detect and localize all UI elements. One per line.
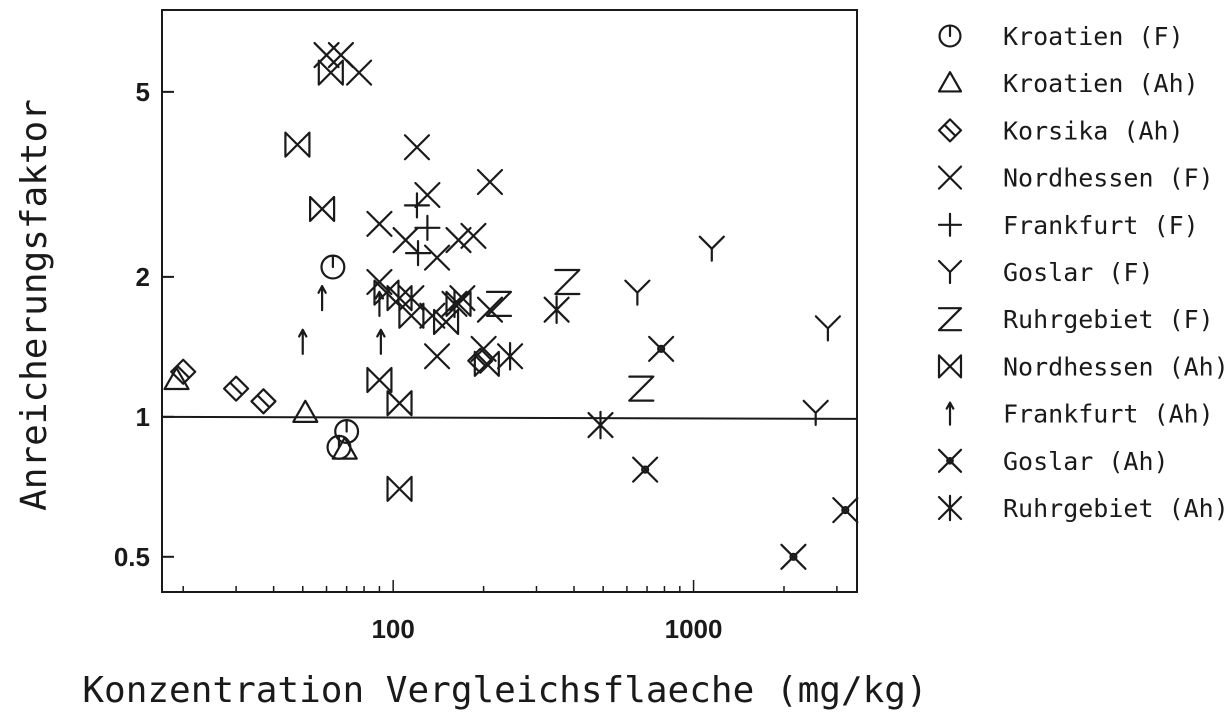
data-point (802, 399, 829, 426)
legend-marker (945, 401, 955, 426)
data-point (554, 268, 581, 296)
data-point (445, 290, 472, 317)
data-point (460, 222, 487, 250)
data-point (309, 195, 336, 223)
data-point (698, 235, 725, 262)
y-tick-label: 1 (136, 402, 150, 432)
data-point (386, 390, 413, 417)
data-point (832, 497, 859, 524)
data-point (320, 254, 346, 280)
legend-label: Goslar (F) (1003, 258, 1154, 287)
data-point (485, 290, 513, 317)
legend-marker (937, 165, 963, 190)
data-point (374, 290, 385, 317)
legend-marker (937, 494, 963, 522)
data-point (780, 543, 807, 570)
legend-label: Kroatien (Ah) (1003, 69, 1199, 98)
x-tick-label: 1000 (665, 614, 723, 644)
data-point (163, 366, 190, 391)
data-point (648, 335, 675, 363)
data-point (170, 358, 197, 385)
x-tick-label: 100 (371, 614, 414, 644)
legend-marker (937, 354, 963, 379)
data-point (476, 168, 504, 196)
data-point (373, 279, 400, 306)
data-point (386, 475, 413, 502)
data-point (624, 279, 651, 306)
legend-label: Korsika (Ah) (1003, 116, 1184, 145)
x-axis-title: Konzentration Vergleichsflaeche (mg/kg) (82, 670, 927, 711)
data-point (473, 350, 500, 377)
data-point (404, 239, 432, 267)
y-tick-label: 2 (136, 262, 150, 292)
data-point (496, 341, 524, 371)
legend-label: Ruhrgebiet (Ah) (1003, 494, 1229, 523)
legend-label: Nordhessen (F) (1003, 164, 1214, 193)
reference-line (161, 415, 858, 420)
data-point (587, 410, 614, 440)
data-point (403, 134, 431, 161)
y-tick-label: 5 (136, 77, 150, 107)
data-point (366, 366, 393, 394)
data-point (628, 375, 655, 402)
legend-label: Frankfurt (Ah) (1003, 400, 1214, 429)
data-point (366, 210, 393, 238)
legend-marker (937, 307, 963, 332)
data-point (398, 302, 425, 329)
legend-marker (937, 71, 963, 93)
data-point (423, 244, 451, 271)
data-point (423, 343, 451, 370)
data-point (543, 295, 570, 324)
legend-marker (937, 212, 963, 237)
data-point (414, 181, 441, 209)
data-point (414, 214, 441, 241)
data-point (386, 285, 413, 312)
legend-marker (938, 24, 962, 48)
data-point (432, 308, 460, 336)
data-point (445, 226, 472, 254)
legend-label: Kroatien (F) (1003, 22, 1184, 51)
data-point (392, 226, 419, 254)
data-point (317, 59, 344, 86)
data-point (632, 456, 659, 483)
data-point (284, 131, 311, 158)
legend-marker (937, 259, 963, 285)
data-point (476, 296, 504, 323)
legend-label: Nordhessen (Ah) (1003, 352, 1229, 381)
data-point (250, 388, 277, 415)
plot-frame (161, 9, 858, 593)
data-point (331, 436, 358, 460)
legend-label: Ruhrgebiet (F) (1003, 305, 1214, 334)
data-point (292, 399, 319, 423)
data-point (298, 328, 308, 355)
y-tick-label: 0.5 (114, 542, 150, 572)
data-point (403, 192, 431, 219)
data-point (317, 285, 327, 312)
legend-marker (937, 448, 963, 473)
data-point (376, 328, 386, 355)
data-point (814, 315, 841, 342)
data-point (222, 375, 250, 402)
legend-marker (937, 118, 963, 143)
legend-label: Goslar (Ah) (1003, 447, 1169, 476)
data-point (345, 59, 373, 86)
data-point (441, 289, 468, 319)
y-axis-title: Anreicherungsfaktor (14, 99, 55, 511)
legend-label: Frankfurt (F) (1003, 211, 1199, 240)
